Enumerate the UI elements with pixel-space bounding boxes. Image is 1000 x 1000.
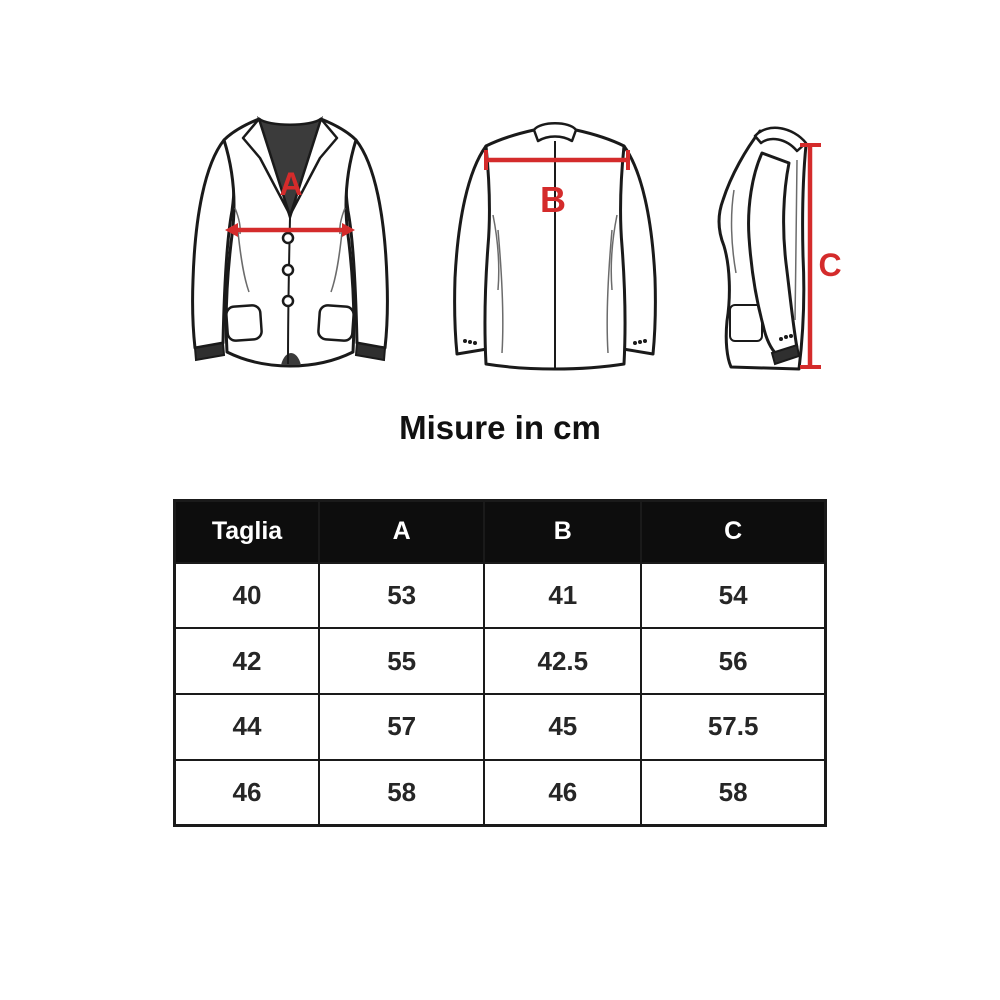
jacket-back-view: B: [453, 122, 657, 371]
table-cell: 57.5: [640, 693, 827, 761]
header-a: A: [318, 499, 486, 564]
side-pocket: [729, 304, 763, 342]
measurement-line-c: [800, 143, 821, 369]
jacket-side-view: C: [717, 126, 842, 371]
table-cell: 42: [173, 627, 321, 695]
measurement-label-b: B: [540, 179, 566, 220]
table-cell: 44: [173, 693, 321, 761]
side-cuff: [770, 343, 801, 366]
front-hem-gap: [281, 353, 301, 365]
page-title: Misure in cm: [399, 409, 601, 446]
table-row-size-46: 46 58 46 58: [173, 758, 827, 827]
table-cell: 46: [173, 758, 321, 827]
back-collar: [532, 122, 578, 143]
table-cell: 53: [318, 561, 486, 630]
table-row-size-42: 42 55 42.5 56: [173, 627, 827, 695]
table-cell: 58: [640, 758, 827, 827]
table-cell: 45: [483, 693, 643, 761]
table-cell: 42.5: [483, 627, 643, 695]
header-b: B: [483, 499, 643, 564]
side-creases: [730, 159, 798, 321]
size-table: Taglia A B C 40 53 41 54 42 55 42.5 56 4…: [173, 499, 827, 827]
front-pockets: [225, 304, 355, 342]
side-cuff-buttons: [779, 334, 793, 341]
table-cell: 57: [318, 693, 486, 761]
table-cell: 55: [318, 627, 486, 695]
header-c: C: [640, 499, 827, 564]
table-cell: 56: [640, 627, 827, 695]
jacket-front-view: A: [191, 115, 389, 368]
front-lapels: [241, 117, 339, 215]
measurement-label-a: A: [279, 166, 302, 202]
table-cell: 54: [640, 561, 827, 630]
front-buttons: [281, 231, 295, 308]
side-sleeve: [747, 151, 799, 357]
table-row-size-44: 44 57 45 57.5: [173, 693, 827, 761]
measurement-line-b: [484, 150, 630, 170]
table-cell: 46: [483, 758, 643, 827]
measurement-label-c: C: [818, 247, 841, 283]
table-row-size-40: 40 53 41 54: [173, 561, 827, 630]
table-cell: 58: [318, 758, 486, 827]
back-sleeves: [453, 144, 657, 356]
table-cell: 40: [173, 561, 321, 630]
front-cuffs: [193, 341, 387, 362]
header-taglia: Taglia: [173, 499, 321, 564]
table-header-row: Taglia A B C: [173, 499, 827, 564]
measurement-line-a: [225, 223, 355, 237]
back-creases: [492, 214, 618, 354]
back-cuff-buttons: [463, 339, 647, 345]
table-cell: 41: [483, 561, 643, 630]
